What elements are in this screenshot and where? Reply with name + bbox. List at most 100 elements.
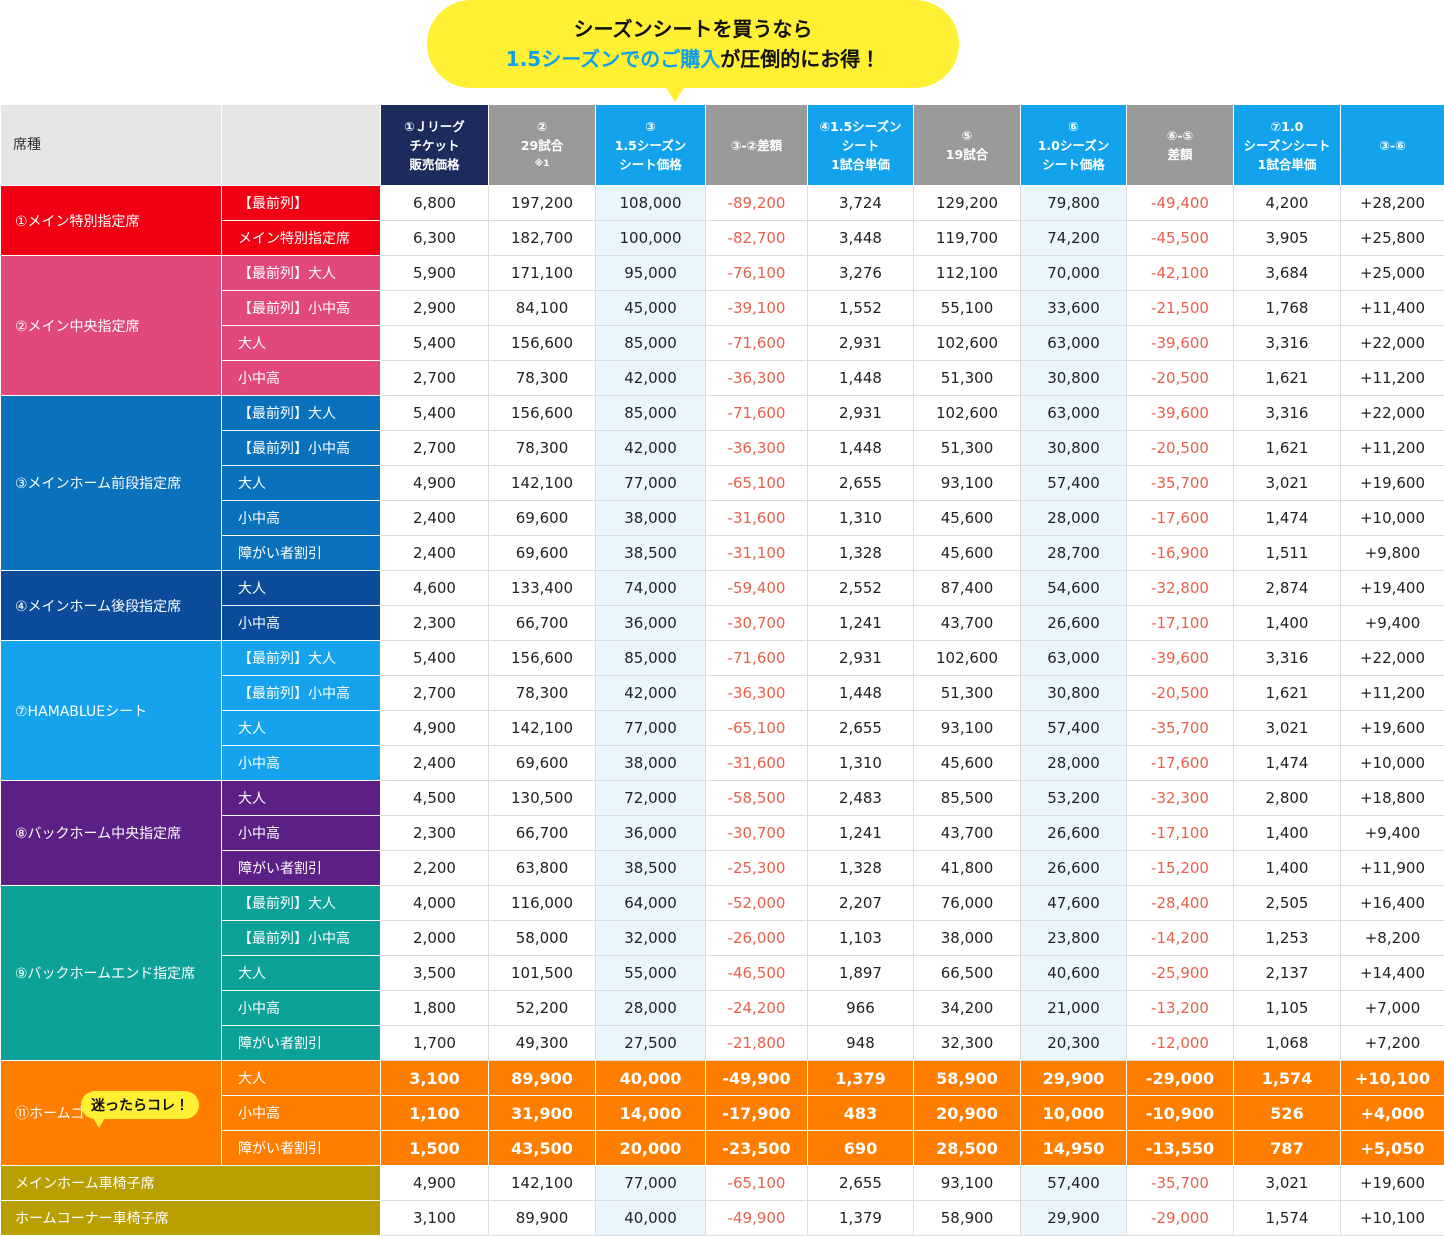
header-line: 29試合 bbox=[489, 136, 595, 155]
price-cell: -30,700 bbox=[706, 816, 808, 851]
price-cell: 1,800 bbox=[381, 991, 489, 1026]
price-cell: 2,300 bbox=[381, 816, 489, 851]
price-cell: 42,000 bbox=[596, 676, 706, 711]
price-cell: 1,310 bbox=[808, 501, 914, 536]
price-cell: 63,000 bbox=[1021, 396, 1127, 431]
badge: 迷ったらコレ！ bbox=[81, 1091, 199, 1119]
price-cell: -65,100 bbox=[706, 466, 808, 501]
price-cell: 51,300 bbox=[914, 676, 1021, 711]
price-cell: -71,600 bbox=[706, 326, 808, 361]
price-cell: 45,600 bbox=[914, 746, 1021, 781]
price-cell: 30,800 bbox=[1021, 676, 1127, 711]
price-cell: 2,300 bbox=[381, 606, 489, 641]
price-cell: -17,100 bbox=[1127, 606, 1234, 641]
price-cell: -30,700 bbox=[706, 606, 808, 641]
price-cell: 112,100 bbox=[914, 256, 1021, 291]
price-cell: 76,000 bbox=[914, 886, 1021, 921]
price-cell: 5,400 bbox=[381, 641, 489, 676]
header-line: 19試合 bbox=[914, 145, 1020, 164]
price-cell: -15,200 bbox=[1127, 851, 1234, 886]
price-cell: 102,600 bbox=[914, 641, 1021, 676]
price-cell: 2,700 bbox=[381, 431, 489, 466]
price-cell: 57,400 bbox=[1021, 711, 1127, 746]
price-cell: 156,600 bbox=[489, 641, 596, 676]
price-cell: 93,100 bbox=[914, 1166, 1021, 1201]
price-cell: 26,600 bbox=[1021, 606, 1127, 641]
price-cell: 3,905 bbox=[1234, 221, 1341, 256]
seat-group-name: ②メイン中央指定席 bbox=[15, 319, 140, 335]
seat-type: 大人 bbox=[222, 571, 381, 606]
price-cell: 40,000 bbox=[596, 1061, 706, 1096]
price-cell: -26,000 bbox=[706, 921, 808, 956]
header-line: チケット bbox=[381, 136, 488, 155]
price-cell: 32,300 bbox=[914, 1026, 1021, 1061]
seat-type: 【最前列】大人 bbox=[222, 256, 381, 291]
price-cell: -21,500 bbox=[1127, 291, 1234, 326]
header-line: 1.5シーズン bbox=[596, 136, 705, 155]
header-line: シート価格 bbox=[1021, 155, 1126, 174]
price-cell: -32,800 bbox=[1127, 571, 1234, 606]
seat-type: 【最前列】小中高 bbox=[222, 431, 381, 466]
price-cell: 23,800 bbox=[1021, 921, 1127, 956]
price-cell: 20,000 bbox=[596, 1131, 706, 1166]
price-cell: 1,511 bbox=[1234, 536, 1341, 571]
price-cell: +10,100 bbox=[1341, 1061, 1444, 1096]
price-cell: 2,483 bbox=[808, 781, 914, 816]
price-cell: 52,200 bbox=[489, 991, 596, 1026]
price-cell: 3,316 bbox=[1234, 326, 1341, 361]
price-cell: 3,500 bbox=[381, 956, 489, 991]
price-cell: 1,474 bbox=[1234, 501, 1341, 536]
price-cell: 4,200 bbox=[1234, 186, 1341, 221]
price-cell: +7,000 bbox=[1341, 991, 1444, 1026]
price-cell: 28,500 bbox=[914, 1131, 1021, 1166]
price-cell: 1,241 bbox=[808, 606, 914, 641]
price-cell: 6,300 bbox=[381, 221, 489, 256]
price-cell: 1,379 bbox=[808, 1201, 914, 1236]
price-cell: 3,316 bbox=[1234, 396, 1341, 431]
seat-group-wrap: ①メイン特別指定席 bbox=[15, 211, 221, 231]
seat-group-wrap: ⑪ホームゴール裏指定席迷ったらコレ！ bbox=[15, 1103, 221, 1123]
price-cell: -31,600 bbox=[706, 746, 808, 781]
price-cell: 20,900 bbox=[914, 1096, 1021, 1131]
price-cell: 6,800 bbox=[381, 186, 489, 221]
price-cell: +14,400 bbox=[1341, 956, 1444, 991]
seat-type: 【最前列】小中高 bbox=[222, 676, 381, 711]
seat-type: 大人 bbox=[222, 1061, 381, 1096]
price-cell: -49,400 bbox=[1127, 186, 1234, 221]
seat-group: ホームコーナー車椅子席 bbox=[1, 1201, 381, 1236]
price-cell: 36,000 bbox=[596, 816, 706, 851]
price-cell: +4,000 bbox=[1341, 1096, 1444, 1131]
seat-type: 大人 bbox=[222, 466, 381, 501]
price-cell: 85,000 bbox=[596, 641, 706, 676]
seat-group-name: ホームコーナー車椅子席 bbox=[15, 1211, 169, 1227]
price-cell: 1,100 bbox=[381, 1096, 489, 1131]
price-cell: 5,400 bbox=[381, 396, 489, 431]
price-cell: +10,000 bbox=[1341, 501, 1444, 536]
price-cell: 108,000 bbox=[596, 186, 706, 221]
price-cell: 2,931 bbox=[808, 326, 914, 361]
price-cell: -21,800 bbox=[706, 1026, 808, 1061]
price-cell: -17,900 bbox=[706, 1096, 808, 1131]
callout: シーズンシートを買うなら 1.5シーズンでのご購入が圧倒的にお得！ bbox=[427, 0, 959, 88]
price-cell: +11,400 bbox=[1341, 291, 1444, 326]
price-cell: 1,448 bbox=[808, 676, 914, 711]
price-cell: 38,000 bbox=[914, 921, 1021, 956]
price-cell: 4,500 bbox=[381, 781, 489, 816]
price-cell: 130,500 bbox=[489, 781, 596, 816]
price-cell: 2,137 bbox=[1234, 956, 1341, 991]
header-line: ※1 bbox=[489, 155, 595, 174]
price-cell: 63,800 bbox=[489, 851, 596, 886]
price-cell: -35,700 bbox=[1127, 466, 1234, 501]
seat-group-wrap: ⑦HAMABLUEシート bbox=[15, 701, 221, 721]
price-cell: 1,379 bbox=[808, 1061, 914, 1096]
price-cell: +22,000 bbox=[1341, 396, 1444, 431]
price-cell: 2,400 bbox=[381, 501, 489, 536]
seat-type: 小中高 bbox=[222, 991, 381, 1026]
price-cell: +11,200 bbox=[1341, 676, 1444, 711]
seat-type: 【最前列】小中高 bbox=[222, 291, 381, 326]
header-line: シーズンシート bbox=[1234, 136, 1340, 155]
seat-group-name: ①メイン特別指定席 bbox=[15, 214, 140, 230]
